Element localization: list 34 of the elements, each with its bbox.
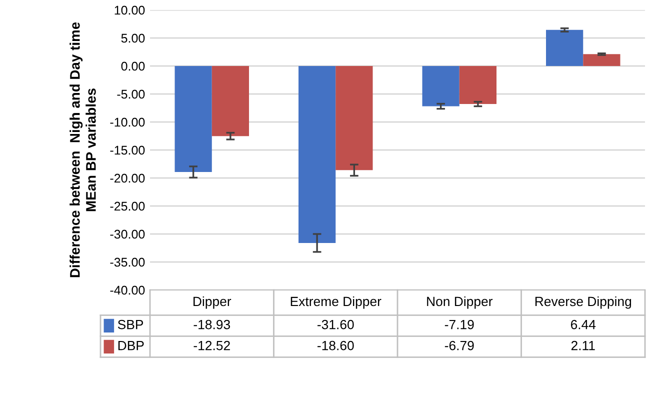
legend-label: DBP [118, 341, 144, 350]
y-tick-label: -15.00 [110, 146, 145, 155]
data-label: -12.52 [194, 340, 230, 350]
y-tick-label: -35.00 [110, 258, 145, 267]
y-tick-label: -10.00 [110, 118, 145, 127]
bar [298, 66, 336, 243]
x-tick-label: Reverse Dipping [535, 296, 632, 309]
bar [459, 66, 496, 104]
x-tick-label: Extreme Dipper [290, 296, 382, 309]
data-label: 6.44 [570, 320, 596, 330]
bar [174, 66, 212, 172]
bar [212, 66, 249, 136]
y-tick-label: -40.00 [110, 286, 145, 295]
data-label: 2.11 [571, 340, 595, 350]
data-label: -7.19 [444, 320, 474, 330]
data-label: -18.60 [318, 340, 354, 350]
y-tick-label: 5.00 [121, 34, 145, 43]
bar [422, 66, 460, 106]
data-label: -6.79 [444, 340, 474, 350]
data-label: -18.93 [194, 320, 230, 330]
x-tick-label: Dipper [194, 296, 232, 309]
bar [336, 66, 373, 170]
data-label: -31.60 [318, 320, 354, 330]
legend-label: SBP [118, 320, 144, 330]
x-tick-label: Non Dipper [427, 296, 493, 309]
bar [546, 30, 584, 66]
y-tick-label: -5.00 [117, 90, 145, 99]
y-tick-label: -25.00 [110, 202, 145, 211]
y-tick-label: -20.00 [110, 174, 145, 183]
y-tick-label: 10.00 [114, 6, 145, 15]
bar [583, 54, 620, 66]
y-tick-label: 0.00 [121, 62, 145, 71]
y-axis-title: Difference between Nigh and Day time MEan BP variables [70, 22, 96, 278]
y-tick-label: -30.00 [110, 230, 145, 239]
